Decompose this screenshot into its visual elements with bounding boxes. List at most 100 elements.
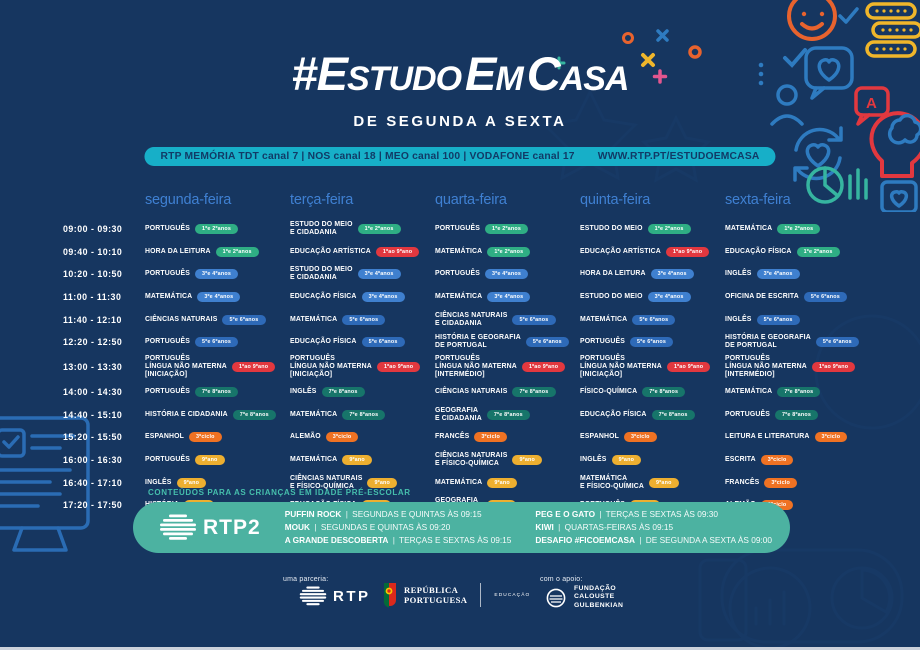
- schedule-cell: PORTUGUÊS 1ºe 2ºanos: [145, 218, 290, 241]
- subject-label: PORTUGUÊS: [145, 270, 190, 278]
- gulbenkian-logo: FUNDAÇÃO CALOUSTE GULBENKIAN: [545, 585, 623, 610]
- schedule-cell: PORTUGUÊS 7ºe 8ºanos: [725, 404, 870, 427]
- grade-badge: 1ºe 2ºanos: [487, 246, 531, 257]
- program-title: PEG E O GATO: [535, 509, 596, 520]
- schedule-cell: MATEMÁTICA 3ºe 4ºanos: [435, 286, 580, 309]
- republica-wordmark: REPÚBLICA PORTUGUESA: [404, 584, 468, 605]
- time-slot: 16:40 - 17:10: [63, 477, 123, 488]
- phone-heart-icon: [880, 180, 918, 212]
- day-header: quinta-feira: [580, 192, 651, 208]
- grade-badge: 7ºe 8ºanos: [651, 409, 695, 420]
- schedule-cell: INGLÊS 7ºe 8ºanos: [290, 381, 435, 404]
- time-slot: 16:00 - 16:30: [63, 455, 123, 466]
- schedule-cell: MATEMÁTICA 9ºano: [435, 471, 580, 494]
- schedule-cell: PORTUGUÊS 9ºano: [145, 449, 290, 472]
- educacao-label: EDUCAÇÃO: [494, 592, 531, 598]
- title-part: #E: [291, 47, 348, 100]
- grade-badge: 5ºe 6ºanos: [632, 314, 676, 325]
- program-schedule: TERÇAS E SEXTAS ÀS 09:15: [399, 534, 512, 545]
- subject-label: MATEMÁTICA: [725, 225, 773, 233]
- grade-badge: 3ºe 4ºanos: [485, 269, 529, 280]
- schedule-cell: INGLÊS 9ºano: [580, 449, 725, 472]
- grade-badge: 9ºano: [487, 477, 517, 488]
- grade-badge: 5ºe 6ºanos: [525, 337, 569, 348]
- title-part: STUDO: [347, 60, 462, 98]
- schedule-cell: HORA DA LEITURA 3ºe 4ºanos: [580, 263, 725, 286]
- grade-badge: 3ºe 4ºanos: [647, 292, 691, 303]
- portugal-flag-icon: [383, 583, 396, 608]
- program-title: A GRANDE DESCOBERTA: [284, 534, 389, 545]
- schedule-cell: PORTUGUÊS LÍNGUA NÃO MATERNA [INICIAÇÃO]…: [145, 354, 290, 381]
- subject-label: CIÊNCIAS NATURAIS: [435, 388, 508, 396]
- subject-label: MATEMÁTICA: [435, 478, 483, 486]
- grade-badge: 1ºe 2ºanos: [647, 224, 691, 235]
- preschool-label: CONTEÚDOS PARA AS CRIANÇAS EM IDADE PRÉ-…: [148, 488, 411, 497]
- time-slot: 10:20 - 10:50: [63, 269, 123, 280]
- website-url: WWW.RTP.PT/ESTUDOEMCASA: [597, 151, 760, 162]
- grade-badge: 3ºe 4ºanos: [487, 292, 531, 303]
- schedule-cell: PORTUGUÊS LÍNGUA NÃO MATERNA [INICIAÇÃO]…: [290, 354, 435, 381]
- subject-label: OFICINA DE ESCRITA: [725, 293, 799, 300]
- schedule-cell: HISTÓRIA E CIDADANIA 7ºe 8ºanos: [145, 404, 290, 427]
- subject-label: ESPANHOL: [145, 433, 184, 441]
- time-slot: 09:40 - 10:10: [63, 246, 123, 257]
- partnership-label: uma parceria:: [283, 576, 329, 583]
- grade-badge: 3ºe 4ºanos: [195, 269, 239, 280]
- subject-label: CIÊNCIAS NATURAIS E FÍSICO-QUÍMICA: [435, 451, 508, 468]
- subject-label: LEITURA E LITERATURA: [725, 433, 810, 441]
- grade-badge: 1ºao 9ºano: [375, 246, 420, 257]
- grade-badge: 7ºe 8ºanos: [232, 409, 276, 420]
- grade-badge: 7ºe 8ºanos: [321, 387, 365, 398]
- gulbenkian-wordmark: FUNDAÇÃO CALOUSTE GULBENKIAN: [574, 585, 624, 609]
- grade-badge: 3ºciclo: [814, 432, 848, 443]
- subject-label: PORTUGUÊS LÍNGUA NÃO MATERNA [INTERMÉDIO…: [725, 355, 807, 379]
- schedule-cell: INGLÊS 9ºano: [145, 471, 290, 494]
- grade-badge: 5ºe 6ºanos: [803, 292, 847, 303]
- schedule-cell: PORTUGUÊS LÍNGUA NÃO MATERNA [INTERMÉDIO…: [725, 354, 870, 381]
- rtp-wordmark: RTP: [333, 588, 371, 605]
- subject-label: MATEMÁTICA: [725, 388, 773, 396]
- subject-label: PORTUGUÊS: [145, 455, 190, 463]
- subject-label: HISTÓRIA E GEOGRAFIA DE PORTUGAL: [725, 334, 811, 350]
- schedule-cell: CIÊNCIAS NATURAIS E FÍSICO-QUÍMICA 9ºano: [290, 471, 435, 494]
- grade-badge: 5ºe 6ºanos: [195, 337, 239, 348]
- program-item: PUFFIN ROCK | SEGUNDAS E QUINTAS ÀS 09:1…: [285, 508, 512, 521]
- topright-doodle-cluster: A: [770, 0, 920, 212]
- grade-badge: 3ºciclo: [760, 455, 794, 466]
- schedule-cell: MATEMÁTICA 7ºe 8ºanos: [290, 404, 435, 427]
- subject-label: PORTUGUÊS: [145, 338, 190, 346]
- separator: |: [558, 522, 561, 533]
- program-item: MOUK | SEGUNDAS E QUINTAS ÀS 09:20: [285, 521, 512, 534]
- subject-label: ESTUDO DO MEIO: [580, 225, 643, 233]
- page-subtitle: DE SEGUNDA A SEXTA: [353, 113, 567, 130]
- subject-label: ESTUDO DO MEIO E CIDADANIA: [290, 221, 353, 237]
- schedule-cell: MATEMÁTICA 9ºano: [290, 449, 435, 472]
- day-header: sexta-feira: [725, 192, 791, 208]
- subject-label: ESTUDO DO MEIO E CIDADANIA: [290, 266, 353, 282]
- grade-badge: 9ºano: [342, 455, 372, 466]
- schedule-cell: CIÊNCIAS NATURAIS E CIDADANIA 5ºe 6ºanos: [435, 308, 580, 331]
- subject-label: FRANCÊS: [435, 433, 470, 441]
- schedule-cell: HORA DA LEITURA 1ºe 2ºanos: [145, 241, 290, 264]
- subject-label: MATEMÁTICA E FÍSICO-QUÍMICA: [580, 474, 645, 490]
- programs-right: PEG E O GATO | TERÇAS E SEXTAS ÀS 09:30 K…: [535, 508, 772, 547]
- schedule-cell: PORTUGUÊS 5ºe 6ºanos: [145, 331, 290, 354]
- subject-label: HORA DA LEITURA: [580, 270, 646, 278]
- channel-list: RTP MEMÓRIA TDT canal 7 | NOS canal 18 |…: [160, 151, 575, 162]
- schedule-cell: PORTUGUÊS 1ºe 2ºanos: [435, 218, 580, 241]
- schedule-cell: OFICINA DE ESCRITA 5ºe 6ºanos: [725, 286, 870, 309]
- rtp2-wordmark: RTP2: [203, 515, 261, 539]
- subject-label: HISTÓRIA E CIDADANIA: [145, 410, 228, 418]
- grade-badge: 9ºano: [512, 455, 543, 466]
- schedule-cell: MATEMÁTICA 5ºe 6ºanos: [290, 308, 435, 331]
- schedule-cell: ESPANHOL 3ºciclo: [145, 426, 290, 449]
- grade-badge: 7ºe 8ºanos: [195, 387, 239, 398]
- subject-label: MATEMÁTICA: [580, 315, 628, 323]
- subject-label: PORTUGUÊS: [580, 338, 625, 346]
- subject-label: MATEMÁTICA: [290, 410, 338, 418]
- divider: [480, 583, 482, 607]
- grade-badge: 7ºe 8ºanos: [342, 409, 386, 420]
- schedule-cell: PORTUGUÊS 3ºe 4ºanos: [145, 263, 290, 286]
- grade-badge: 3ºe 4ºanos: [357, 269, 401, 280]
- schedule-cell: CIÊNCIAS NATURAIS 7ºe 8ºanos: [435, 381, 580, 404]
